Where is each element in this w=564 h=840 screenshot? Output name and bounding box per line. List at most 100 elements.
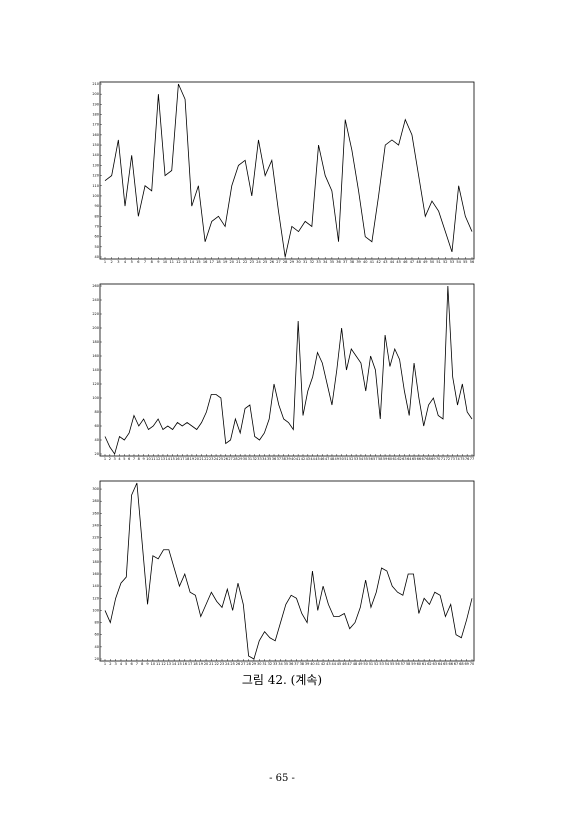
x-tick-label: 11 [156,662,160,666]
x-tick-label: 53 [450,260,454,264]
x-tick-label: 22 [243,260,247,264]
y-tick-label: 200 [92,548,99,552]
x-tick-label: 54 [456,260,461,264]
x-tick-label: 33 [316,260,320,264]
y-tick-label: 240 [92,523,99,527]
x-tick-label: 7 [136,662,138,666]
x-tick-label: 52 [374,662,378,666]
x-tick-label: 15 [170,457,174,461]
x-tick-label: 19 [223,260,227,264]
x-tick-label: 30 [243,457,247,461]
x-tick-label: 6 [130,662,132,666]
x-tick-label: 20 [195,457,199,461]
x-tick-label: 53 [354,457,358,461]
x-tick-label: 1 [104,457,106,461]
x-tick-label: 9 [157,260,159,264]
x-tick-label: 61 [393,457,397,461]
x-tick-label: 55 [390,662,394,666]
y-tick-label: 300 [92,487,99,491]
x-tick-label: 9 [146,662,148,666]
x-tick-label: 10 [146,457,150,461]
y-tick-label: 60 [95,424,99,428]
x-tick-label: 53 [379,662,383,666]
x-tick-label: 8 [141,662,143,666]
x-tick-label: 11 [151,457,155,461]
x-tick-label: 29 [252,662,256,666]
x-tick-label: 21 [236,260,240,264]
x-tick-label: 39 [286,457,290,461]
x-tick-label: 56 [395,662,399,666]
x-tick-label: 35 [284,662,288,666]
y-tick-label: 40 [95,255,99,259]
x-tick-label: 3 [114,457,116,461]
y-tick-label: 280 [92,499,99,503]
x-tick-label: 65 [412,457,416,461]
x-tick-label: 18 [216,260,220,264]
x-tick-label: 66 [448,662,452,666]
page-number: - 65 - [269,773,295,784]
x-tick-label: 29 [290,260,294,264]
x-tick-label: 44 [310,457,315,461]
y-tick-label: 180 [92,560,99,564]
x-tick-label: 4 [120,662,123,666]
x-tick-label: 67 [454,662,458,666]
x-tick-label: 39 [305,662,309,666]
y-tick-label: 240 [92,298,99,302]
x-tick-label: 44 [331,662,336,666]
x-tick-label: 68 [459,662,463,666]
chart-frame [99,81,475,260]
x-tick-label: 65 [443,662,447,666]
y-tick-label: 110 [92,184,99,188]
x-tick-label: 5 [123,457,125,461]
x-tick-label: 16 [175,457,179,461]
x-tick-label: 75 [460,457,464,461]
figure-caption: 그림 42. (계속) [242,673,322,687]
x-tick-label: 72 [446,457,450,461]
x-tick-label: 40 [310,662,314,666]
y-tick-label: 120 [92,174,99,178]
x-tick-label: 54 [359,457,364,461]
chart-frame [99,480,475,662]
x-tick-label: 34 [278,662,283,666]
x-tick-label: 25 [219,457,223,461]
y-tick-label: 160 [92,354,99,358]
y-tick-label: 100 [92,194,99,198]
x-tick-label: 10 [151,662,155,666]
x-tick-label: 13 [167,662,171,666]
x-tick-label: 46 [320,457,324,461]
series-line [104,482,473,660]
x-tick-label: 60 [417,662,421,666]
x-tick-label: 50 [430,260,434,264]
x-tick-label: 12 [176,260,180,264]
x-tick-label: 6 [137,260,139,264]
x-tick-label: 50 [363,662,367,666]
x-tick-label: 63 [402,457,406,461]
x-tick-label: 4 [118,457,121,461]
x-tick-label: 31 [303,260,307,264]
x-tick-label: 30 [257,662,261,666]
x-tick-label: 24 [256,260,261,264]
x-tick-label: 43 [306,457,310,461]
x-tick-label: 42 [301,457,305,461]
x-tick-label: 51 [436,260,440,264]
x-tick-label: 42 [376,260,380,264]
x-tick-label: 41 [370,260,374,264]
x-tick-label: 37 [343,260,347,264]
x-tick-label: 23 [220,662,224,666]
x-tick-label: 46 [403,260,407,264]
x-tick-label: 44 [390,260,395,264]
x-tick-label: 36 [272,457,276,461]
x-tick-label: 35 [267,457,271,461]
x-tick-label: 34 [262,457,267,461]
x-tick-label: 64 [407,457,412,461]
x-tick-label: 3 [115,662,117,666]
x-tick-label: 5 [131,260,133,264]
x-tick-label: 42 [321,662,325,666]
x-tick-label: 28 [283,260,287,264]
x-tick-label: 27 [228,457,232,461]
x-tick-label: 31 [248,457,252,461]
x-tick-label: 8 [138,457,140,461]
x-tick-label: 7 [133,457,135,461]
x-tick-label: 47 [410,260,414,264]
